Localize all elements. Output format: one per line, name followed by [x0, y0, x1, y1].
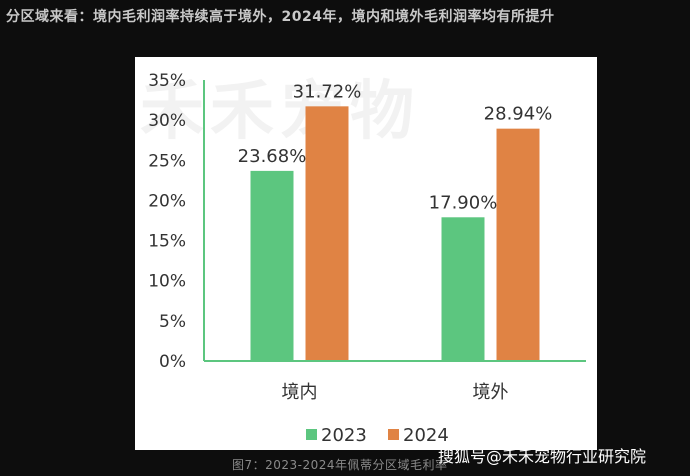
- bar-2024-1: [496, 128, 540, 361]
- y-tick-label: 25%: [148, 151, 186, 171]
- figure-caption: 图7：2023-2024年佩蒂分区域毛利率: [232, 458, 448, 472]
- y-tick-label: 35%: [148, 71, 186, 91]
- bar-2024-0: [305, 106, 349, 362]
- legend-swatch-2024: [388, 429, 399, 440]
- data-label: 28.94%: [484, 104, 553, 125]
- data-label: 17.90%: [429, 192, 498, 213]
- y-tick-label: 5%: [159, 312, 186, 332]
- y-tick-label: 30%: [148, 111, 186, 131]
- legend: 2023 2024: [306, 425, 449, 446]
- category-label: 境外: [473, 382, 509, 403]
- legend-label: 2024: [403, 425, 449, 446]
- y-tick-label: 10%: [148, 272, 186, 292]
- bars: [250, 106, 540, 362]
- data-label: 23.68%: [238, 146, 307, 167]
- data-label: 31.72%: [293, 81, 362, 102]
- bar-2023-1: [441, 217, 485, 361]
- page-heading: 分区域来看：境内毛利润率持续高于境外，2024年，境内和境外毛利润率均有所提升: [6, 9, 555, 25]
- y-tick-labels: 0% 5% 10% 15% 20% 25% 30% 35%: [148, 71, 186, 372]
- y-tick-label: 0%: [159, 352, 186, 372]
- source-credit: 搜狐号@禾禾宠物行业研究院: [438, 447, 647, 466]
- y-tick-label: 15%: [148, 232, 186, 252]
- legend-swatch-2023: [306, 429, 317, 440]
- legend-label: 2023: [321, 425, 367, 446]
- y-tick-label: 20%: [148, 191, 186, 211]
- category-label: 境内: [282, 382, 318, 403]
- category-labels: 境内 境外: [282, 382, 509, 403]
- data-labels: 23.68% 31.72% 17.90% 28.94%: [238, 81, 553, 213]
- bar-2023-0: [250, 170, 294, 361]
